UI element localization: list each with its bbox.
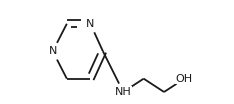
Text: N: N: [48, 46, 57, 56]
Text: N: N: [86, 19, 95, 29]
Text: OH: OH: [176, 74, 193, 84]
Text: NH: NH: [115, 87, 132, 97]
